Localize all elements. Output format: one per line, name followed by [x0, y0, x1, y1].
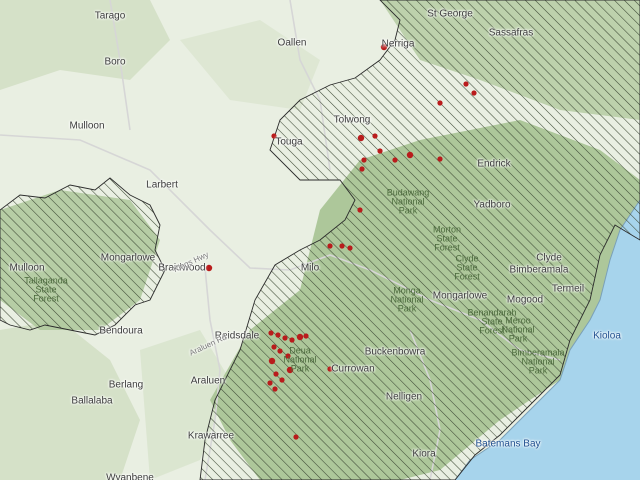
occurrence-marker[interactable] [296, 333, 304, 341]
place-label-boro: Boro [104, 56, 126, 68]
place-label-clyde: Clyde [536, 252, 562, 264]
occurrence-marker[interactable] [273, 371, 279, 377]
park-label-bimbernp: Bimberamala National Park [511, 347, 565, 376]
park-label-tallaganda: Tallaganda State Forest [24, 275, 68, 304]
terrain-relief [0, 0, 320, 480]
place-label-milo: Milo [300, 262, 320, 274]
place-label-batemans: Batemans Bay [475, 438, 541, 450]
place-label-braidwood: Braidwood [158, 262, 206, 274]
occurrence-marker[interactable] [406, 151, 414, 159]
place-label-touga: Touga [275, 136, 303, 148]
ocean [455, 200, 640, 480]
occurrence-marker[interactable] [293, 434, 299, 440]
occurrence-marker[interactable] [303, 333, 309, 339]
place-label-termeil: Termeil [551, 283, 585, 295]
occurrence-marker[interactable] [357, 207, 363, 213]
place-label-kioloa: Kioloa [593, 330, 621, 342]
place-label-currowan: Currowan [331, 363, 375, 375]
place-label-kiora: Kiora [412, 448, 436, 460]
occurrence-marker[interactable] [361, 157, 367, 163]
occurrence-marker[interactable] [279, 377, 285, 383]
place-label-oallen: Oallen [277, 37, 307, 49]
place-label-bimber: Bimberamala [509, 264, 569, 276]
occurrence-marker[interactable] [285, 353, 291, 359]
occurrence-marker[interactable] [205, 264, 213, 272]
hatched-area-west [0, 177, 166, 336]
occurrence-marker[interactable] [268, 330, 274, 336]
park-label-monga: Monga National Park [390, 285, 424, 314]
place-label-krawarree: Krawarree [187, 430, 235, 442]
place-label-yadboro: Yadboro [473, 199, 511, 211]
occurrence-marker[interactable] [282, 335, 288, 341]
place-label-mongarlowe: Mongarlowe [100, 252, 156, 264]
place-label-araluen: Araluen [190, 375, 226, 387]
place-label-bendoura: Bendoura [99, 325, 143, 337]
place-label-nerriga: Nerriga [381, 38, 415, 50]
occurrence-marker[interactable] [271, 133, 277, 139]
occurrence-marker[interactable] [272, 386, 278, 392]
occurrence-marker[interactable] [357, 134, 365, 142]
place-label-bucken: Buckenbowra [364, 346, 426, 358]
place-label-mogood: Mogood [506, 294, 544, 306]
place-label-berlang: Berlang [108, 379, 144, 391]
occurrence-marker[interactable] [463, 81, 469, 87]
place-label-tolwong: Tolwong [333, 114, 371, 126]
occurrence-marker[interactable] [437, 100, 443, 106]
occurrence-marker[interactable] [289, 337, 295, 343]
place-label-reidsdale: Reidsdale [214, 330, 260, 342]
occurrence-marker[interactable] [471, 90, 477, 96]
occurrence-marker[interactable] [277, 348, 283, 354]
occurrence-marker[interactable] [347, 245, 353, 251]
occurrence-marker[interactable] [275, 332, 281, 338]
place-label-nelligen: Nelligen [385, 391, 423, 403]
place-label-larbert: Larbert [146, 179, 178, 191]
occurrence-marker[interactable] [377, 148, 383, 154]
park-label-benandarah: Benandarah State Forest [467, 307, 517, 336]
place-label-stgeorge: St George [427, 8, 473, 20]
place-label-mulloon: Mulloon [69, 120, 105, 132]
occurrence-marker[interactable] [271, 344, 277, 350]
occurrence-marker[interactable] [392, 157, 398, 163]
place-label-mulloon2: Mulloon [9, 262, 45, 274]
park-label-clydesf: Clyde State Forest [454, 253, 480, 282]
coastline [454, 199, 640, 480]
hatched-area-north [199, 0, 640, 480]
occurrence-marker[interactable] [339, 243, 345, 249]
place-label-ballalaba: Ballalaba [71, 395, 113, 407]
occurrence-marker[interactable] [372, 133, 378, 139]
park-label-meroo: Meroo National Park [501, 315, 535, 344]
occurrence-marker[interactable] [380, 43, 388, 51]
occurrence-marker[interactable] [327, 243, 333, 249]
occurrence-marker[interactable] [437, 156, 443, 162]
occurrence-marker[interactable] [286, 366, 294, 374]
occurrence-marker[interactable] [327, 366, 333, 372]
place-label-endrick: Endrick [477, 158, 511, 170]
place-label-wyanbene: Wyanbene [106, 472, 154, 480]
occurrence-marker[interactable] [267, 380, 273, 386]
park-label-budawang: Budawang National Park [386, 187, 430, 216]
park-label-deua: Deua National Park [283, 345, 317, 374]
occurrence-marker[interactable] [359, 166, 365, 172]
park-label-morton: Morton State Forest [432, 224, 462, 253]
place-label-tarago: Tarago [94, 10, 126, 22]
place-label-sassafras: Sassafras [488, 27, 534, 39]
occurrence-markers [205, 43, 477, 440]
occurrence-marker[interactable] [268, 357, 276, 365]
place-label-mongar2: Mongarlowe [432, 290, 488, 302]
